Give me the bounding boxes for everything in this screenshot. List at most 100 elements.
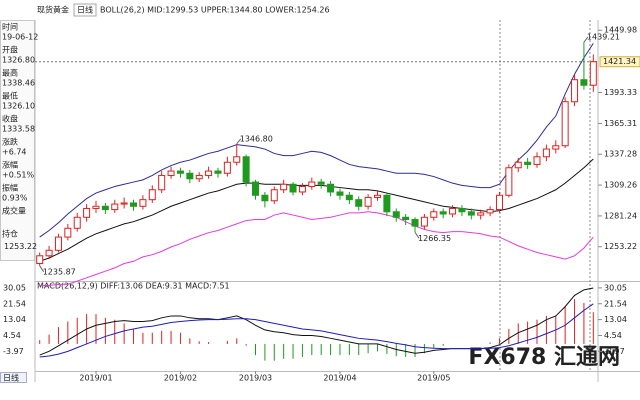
info-value: +0.51% [2, 171, 35, 180]
info-value: 1326.80 [2, 56, 35, 65]
info-label: 涨跌 [2, 137, 18, 147]
tab[interactable] [0, 372, 27, 383]
candle-body [458, 207, 466, 213]
left-tick-label: -3.97 [3, 347, 24, 356]
candle-body [495, 194, 503, 211]
annotation-label: 1439.21 [587, 33, 620, 42]
candle-body [308, 181, 316, 187]
period[interactable]: 日线 [77, 5, 93, 15]
candle-body [439, 211, 447, 215]
annotation-tick [583, 36, 589, 43]
candle-body [580, 79, 588, 86]
candle-body [589, 61, 597, 86]
info-label: 成交量 [2, 206, 26, 216]
last-price-label: 1421.34 [603, 57, 636, 66]
candle-body [92, 205, 100, 209]
macd-line [39, 303, 594, 358]
boll-line [39, 43, 594, 238]
candle-body [120, 202, 128, 205]
y-tick-label: 1449.98 [604, 26, 637, 35]
candle-body [514, 161, 522, 169]
candle-body [486, 209, 494, 214]
indicator-header: BOLL(26,2) MID:1299.53 UPPER:1344.80 LOW… [100, 6, 330, 15]
info-value: 1333.58 [2, 125, 35, 134]
candle-body [542, 148, 550, 158]
info-value: +6.74 [2, 148, 27, 157]
candle-body [477, 212, 485, 216]
candle-body [317, 181, 325, 185]
candle-body [280, 183, 288, 191]
boll-line [39, 158, 594, 262]
annotation-tick [236, 138, 242, 145]
candle-body [148, 189, 156, 201]
y-tick-label: 1365.31 [604, 119, 637, 128]
candle-body [45, 249, 53, 257]
candle-body [505, 167, 513, 196]
info-label: 涨幅 [2, 160, 18, 170]
info-label: 开盘 [2, 45, 18, 55]
y-tick-label: 30.05 [604, 283, 627, 292]
left-price-label: 1253.22 [4, 242, 37, 251]
candle-body [158, 174, 166, 191]
candle-body [83, 207, 91, 218]
candle-body [195, 174, 203, 180]
info-label: 时间 [2, 22, 18, 32]
candle-body [139, 199, 147, 207]
last-price-box [599, 56, 640, 68]
candle-body [167, 170, 175, 176]
macd-line [39, 287, 594, 356]
boll-line [39, 211, 594, 287]
candle-body [430, 211, 438, 218]
candle-body [552, 145, 560, 150]
info-value: 19-06-12 [2, 33, 38, 42]
candle-body [467, 211, 475, 216]
x-tick-label: 2019/02 [164, 374, 197, 383]
candle-body [327, 183, 335, 193]
candle-body [524, 161, 532, 165]
info-label: 振幅 [2, 183, 18, 193]
info-value: 0.93% [2, 194, 28, 203]
period-box[interactable] [73, 3, 97, 17]
candle-body [252, 181, 260, 196]
candle-body [336, 191, 344, 196]
left-tick-label: 13.04 [3, 315, 26, 324]
info-label: 收盘 [2, 114, 18, 124]
candle-body [54, 236, 62, 251]
y-tick-label: 13.04 [604, 315, 627, 324]
info-value: 1326.10 [2, 102, 35, 111]
candle-body [420, 216, 428, 227]
candle-body [571, 79, 579, 103]
info-panel [0, 20, 35, 261]
candle-body [223, 161, 231, 174]
y-tick-label: 1393.33 [604, 88, 637, 97]
candle-body [186, 172, 194, 180]
y-tick-label: 1337.28 [604, 150, 637, 159]
candle-body [289, 183, 297, 193]
candle-body [64, 227, 72, 238]
left-tick-label: 21.54 [3, 299, 26, 308]
candle-body [111, 203, 119, 211]
y-tick-label: 4.54 [604, 331, 622, 340]
tab-label[interactable]: 日线 [3, 373, 19, 383]
candle-body [101, 205, 109, 211]
y-tick-label: -3.97 [604, 347, 625, 356]
candle-body [233, 156, 241, 163]
x-tick-label: 2019/01 [79, 374, 112, 383]
annotation-label: 1266.35 [418, 234, 451, 243]
candle-body [130, 202, 138, 207]
candle-body [392, 211, 400, 218]
annotation-tick [39, 265, 45, 273]
candle-body [73, 216, 81, 229]
x-tick-label: 2019/04 [323, 374, 356, 383]
candle-body [533, 156, 541, 165]
watermark: FX678 汇通网 [468, 345, 620, 370]
left-tick-label: 30.05 [3, 283, 26, 292]
candle-body [205, 170, 213, 176]
macd-header: MACD(26,12,9) DIFF:13.06 DEA:9.31 MACD:7… [37, 282, 230, 291]
annotation-label: 1346.80 [240, 134, 273, 143]
candle-body [561, 101, 569, 147]
candle-body [214, 170, 222, 174]
candle-body [449, 207, 457, 215]
